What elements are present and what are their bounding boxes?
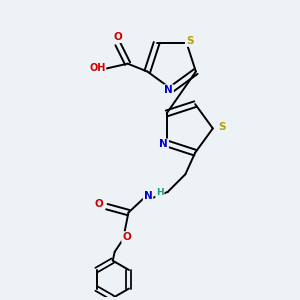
Text: N: N xyxy=(159,140,168,149)
Text: S: S xyxy=(186,36,193,46)
Text: O: O xyxy=(94,199,103,209)
Text: S: S xyxy=(218,122,225,132)
Text: N: N xyxy=(164,85,173,95)
Text: O: O xyxy=(122,232,131,242)
Text: OH: OH xyxy=(89,63,106,73)
Text: O: O xyxy=(113,32,122,42)
Text: N: N xyxy=(144,191,152,201)
Text: H: H xyxy=(156,188,164,197)
